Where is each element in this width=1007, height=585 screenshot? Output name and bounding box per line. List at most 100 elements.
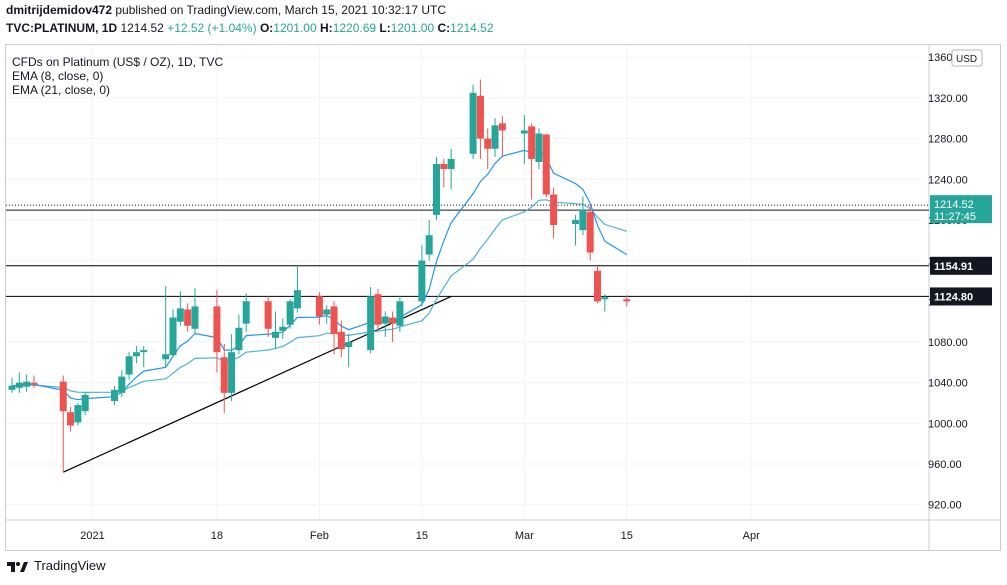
candle-body xyxy=(67,412,75,426)
candle-body xyxy=(132,352,140,357)
high-value: 1220.69 xyxy=(332,21,377,35)
candle-body xyxy=(374,294,382,325)
x-tick-label: 15 xyxy=(416,530,428,542)
legend-entry: EMA (8, close, 0) xyxy=(12,69,103,83)
level-label: 1124.80 xyxy=(934,291,973,303)
low-label: L: xyxy=(379,21,391,35)
author-name[interactable]: dmitrijdemidov472 xyxy=(6,3,113,17)
candle-body xyxy=(125,356,133,375)
symbol-label: TVC:PLATINUM, 1D xyxy=(6,21,118,35)
open-value: 1201.00 xyxy=(273,21,317,35)
candle-body xyxy=(118,376,126,393)
candle-body xyxy=(162,354,170,360)
y-tick-label: 1000.00 xyxy=(928,418,968,430)
last-price-badge xyxy=(930,195,992,224)
candle-body xyxy=(323,309,331,315)
candle-body xyxy=(528,126,536,159)
candle-body xyxy=(586,211,594,253)
candle-body xyxy=(169,317,177,356)
candle-body xyxy=(542,134,550,195)
level-label-bg xyxy=(930,287,992,306)
candle-body xyxy=(220,357,228,393)
candle-body xyxy=(381,316,389,324)
candle-body xyxy=(15,382,23,388)
candle-body xyxy=(235,327,243,351)
x-tick-label: Feb xyxy=(310,530,329,542)
publish-line: dmitrijdemidov472 published on TradingVi… xyxy=(6,3,446,17)
candle-body xyxy=(176,308,184,322)
trend-line xyxy=(62,295,452,473)
candle-body xyxy=(293,290,301,309)
y-tick-label: 1240.00 xyxy=(928,174,968,186)
x-tick-label: Apr xyxy=(743,530,760,542)
candle-body xyxy=(440,164,448,170)
low-value: 1201.00 xyxy=(390,21,435,35)
y-tick-label: 1040.00 xyxy=(928,378,968,390)
legend-entry: EMA (21, close, 0) xyxy=(12,83,110,97)
candle-body xyxy=(535,133,543,162)
candle-body xyxy=(191,306,199,329)
last-price: 1214.52 xyxy=(120,21,164,35)
tradingview-logo-icon[interactable] xyxy=(6,559,28,573)
candle-body xyxy=(418,260,426,302)
chart-frame xyxy=(5,44,1001,551)
candle-body xyxy=(491,125,499,149)
y-tick-label: 1320.00 xyxy=(928,93,968,105)
candle-body xyxy=(264,301,272,329)
y-tick-label: 1280.00 xyxy=(928,134,968,146)
candle-body xyxy=(367,296,375,351)
candle-body xyxy=(396,301,404,326)
candle-body xyxy=(279,326,287,331)
currency-badge xyxy=(951,49,983,67)
candle-body xyxy=(228,352,236,393)
candle-body xyxy=(498,123,506,131)
ema21-line xyxy=(11,199,627,394)
x-tick-label: 18 xyxy=(211,530,223,542)
candle-body xyxy=(469,92,477,154)
y-tick-label: 1080.00 xyxy=(928,337,968,349)
candle-body xyxy=(8,385,16,390)
candle-body xyxy=(74,405,82,423)
candle-body xyxy=(345,342,353,348)
candle-body xyxy=(484,138,492,149)
y-tick-label: 920.00 xyxy=(928,500,962,512)
candle-body xyxy=(110,389,118,401)
x-tick-label: Mar xyxy=(515,530,534,542)
candle-body xyxy=(389,317,397,324)
candle-body xyxy=(330,306,338,334)
candle-body xyxy=(623,299,631,302)
candle-body xyxy=(23,381,31,387)
candle-body xyxy=(140,350,148,353)
candle-body xyxy=(572,219,580,225)
y-tick-label: 960.00 xyxy=(928,459,962,471)
candle-body xyxy=(59,381,67,412)
legend-entry: CFDs on Platinum (US$ / OZ), 1D, TVC xyxy=(12,55,223,69)
candle-body xyxy=(579,209,587,231)
footer: TradingView xyxy=(6,558,106,573)
x-tick-label: 15 xyxy=(621,530,633,542)
candle-body xyxy=(184,309,192,326)
candle-body xyxy=(601,297,609,300)
currency-label: USD xyxy=(956,54,977,65)
candle-body xyxy=(594,270,602,302)
candle-body xyxy=(213,306,221,353)
countdown-label: 11:27:45 xyxy=(934,211,976,223)
candle-body xyxy=(550,194,558,226)
published-text: published on TradingView.com, March 15, … xyxy=(115,3,447,17)
candle-body xyxy=(447,158,455,170)
ohlc-line: TVC:PLATINUM, 1D 1214.52 +12.52 (+1.04%)… xyxy=(6,21,494,35)
close-label: C: xyxy=(437,21,451,35)
candle-body xyxy=(271,331,279,338)
x-tick-label: 2021 xyxy=(80,530,104,542)
candle-body xyxy=(286,301,294,325)
candle-body xyxy=(242,301,250,324)
candle-body xyxy=(315,296,323,317)
last-price-label: 1214.52 xyxy=(934,199,974,211)
close-value: 1214.52 xyxy=(450,21,494,35)
candle-body xyxy=(520,130,528,134)
candle-body xyxy=(425,235,433,255)
brand-name[interactable]: TradingView xyxy=(34,558,106,573)
level-label-bg xyxy=(930,256,992,275)
candle-body xyxy=(81,394,89,412)
